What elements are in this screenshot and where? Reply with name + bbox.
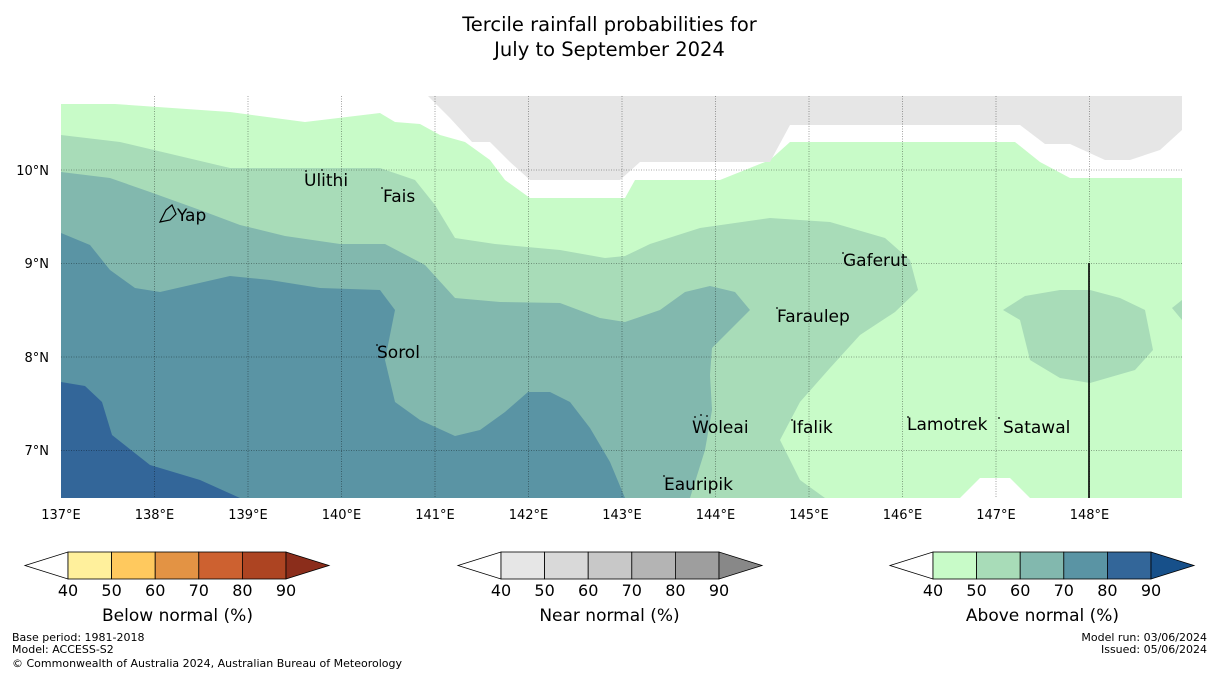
colorbar-tick-label: 40	[491, 581, 511, 600]
place-label-fais: Fais	[383, 187, 415, 207]
legend-near-title: Near normal (%)	[539, 606, 680, 626]
title-line-2: July to September 2024	[494, 38, 725, 61]
colorbar-tick-label: 90	[1141, 581, 1161, 600]
above-normal-70-80-region	[61, 233, 625, 498]
lon-label: 138°E	[135, 508, 175, 523]
model-run: Model run: 03/06/2024	[1081, 631, 1207, 644]
map-area	[61, 96, 1182, 498]
lon-label: 148°E	[1070, 508, 1110, 523]
colorbar-tick-label: 60	[1010, 581, 1030, 600]
map-title: Tercile rainfall probabilities for July …	[0, 12, 1219, 62]
colorbar-tick-label: 50	[966, 581, 986, 600]
title-line-1: Tercile rainfall probabilities for	[462, 13, 757, 36]
colorbar-tick-label: 90	[709, 581, 729, 600]
footer-right: Model run: 03/06/2024 Issued: 05/06/2024	[1081, 632, 1207, 656]
lat-label: 8°N	[25, 351, 50, 366]
place-label-gaferut: Gaferut	[843, 251, 908, 271]
colorbar-tick-label: 80	[232, 581, 252, 600]
colorbar-low-extension	[456, 551, 502, 580]
footer-left: Base period: 1981-2018 Model: ACCESS-S2 …	[12, 632, 402, 670]
colorbar-tick-label: 80	[1097, 581, 1117, 600]
yap-island-shape	[158, 204, 177, 223]
lon-label: 145°E	[789, 508, 829, 523]
near-normal-40-50-region	[428, 96, 1182, 180]
above-normal-50-60-region-east	[1003, 290, 1153, 383]
lon-label: 147°E	[976, 508, 1016, 523]
colorbar-high-extension	[718, 551, 764, 580]
lon-label: 143°E	[602, 508, 642, 523]
place-label-lamotrek: Lamotrek	[907, 415, 988, 435]
place-labels: Ulithi Fais Yap Gaferut Faraulep Sorol W…	[176, 171, 1070, 495]
place-label-ifalik: Ifalik	[792, 418, 833, 438]
place-label-faraulep: Faraulep	[777, 307, 850, 327]
place-label-woleai: Woleai	[692, 418, 749, 438]
model-name: Model: ACCESS-S2	[12, 643, 114, 656]
colorbar-tick-label: 60	[145, 581, 165, 600]
legend-below-normal-colorbar: 40 50 60 70 80 90	[23, 551, 331, 600]
colorbar-tick-label: 70	[622, 581, 642, 600]
colorbar-low-extension	[23, 551, 69, 580]
colorbar-tick-label: 60	[578, 581, 598, 600]
colorbar-tick-label: 50	[101, 581, 121, 600]
colorbar-segment	[67, 551, 112, 580]
graticule	[61, 96, 1182, 498]
colorbar-segment	[976, 551, 1021, 580]
colorbar-segment	[587, 551, 633, 580]
lat-label: 9°N	[25, 257, 50, 272]
lon-label: 139°E	[228, 508, 268, 523]
place-label-yap: Yap	[176, 206, 206, 226]
island-markers	[158, 169, 1000, 477]
place-label-eauripik: Eauripik	[664, 475, 733, 495]
lon-label: 141°E	[415, 508, 455, 523]
colorbar-segment	[631, 551, 676, 580]
place-label-sorol: Sorol	[377, 343, 420, 363]
place-label-satawal: Satawal	[1003, 418, 1070, 438]
colorbar-tick-label: 40	[58, 581, 78, 600]
lat-label: 10°N	[16, 164, 49, 179]
issued-date: Issued: 05/06/2024	[1100, 643, 1207, 656]
colorbar-high-extension	[285, 551, 331, 580]
colorbar-segment	[544, 551, 589, 580]
no-data-region-south	[960, 478, 1030, 498]
colorbar-segment	[500, 551, 545, 580]
base-period: Base period: 1981-2018	[12, 631, 145, 644]
colorbar-segment	[241, 551, 287, 580]
colorbar-segment	[198, 551, 243, 580]
colorbar-segment	[111, 551, 156, 580]
place-label-ulithi: Ulithi	[304, 171, 348, 191]
above-normal-50-60-edge	[1172, 300, 1182, 320]
colorbar-segment	[1107, 551, 1152, 580]
longitude-axis: 137°E 138°E 139°E 140°E 141°E 142°E 143°…	[41, 508, 1109, 523]
colorbar-tick-label: 40	[923, 581, 943, 600]
colorbar-low-extension	[888, 551, 934, 580]
colorbar-tick-label: 50	[534, 581, 554, 600]
colorbar-tick-label: 90	[276, 581, 296, 600]
lat-label: 7°N	[25, 444, 50, 459]
colorbar-tick-label: 70	[1054, 581, 1074, 600]
above-normal-80-90-region	[61, 382, 240, 498]
legend-below-title: Below normal (%)	[102, 606, 253, 626]
lon-label: 137°E	[41, 508, 81, 523]
colorbar-segment	[675, 551, 720, 580]
colorbar-segment	[1019, 551, 1065, 580]
colorbar-segment	[154, 551, 200, 580]
colorbar-high-extension	[1150, 551, 1196, 580]
legend-near-normal-colorbar: 40 50 60 70 80 90	[456, 551, 764, 600]
lon-label: 144°E	[696, 508, 736, 523]
legend-above-title: Above normal (%)	[965, 606, 1120, 626]
colorbar-tick-label: 70	[189, 581, 209, 600]
colorbar-segment	[1063, 551, 1108, 580]
colorbar-segment	[932, 551, 977, 580]
colorbar-tick-label: 80	[665, 581, 685, 600]
lon-label: 140°E	[322, 508, 362, 523]
latitude-axis: 10°N 9°N 8°N 7°N	[16, 164, 49, 459]
legend-above-normal-colorbar: 40 50 60 70 80 90	[888, 551, 1196, 600]
copyright: © Commonwealth of Australia 2024, Austra…	[12, 657, 402, 670]
lon-label: 142°E	[509, 508, 549, 523]
lon-label: 146°E	[883, 508, 923, 523]
